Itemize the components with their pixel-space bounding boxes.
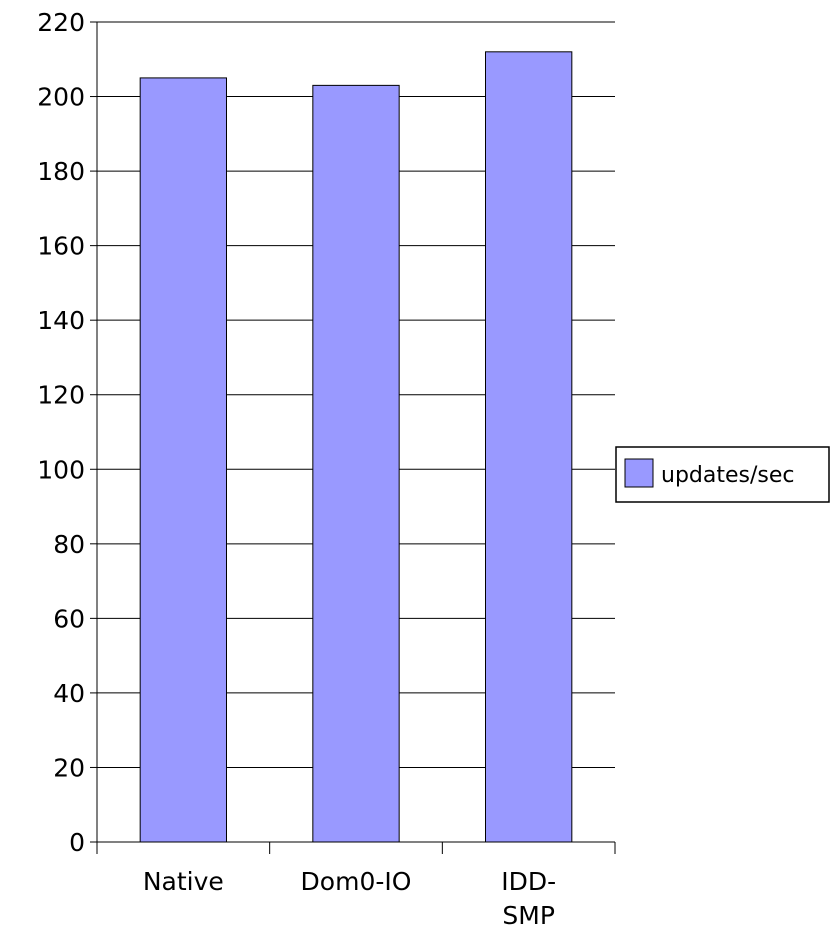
y-tick-label: 120	[37, 381, 85, 410]
legend-swatch	[624, 458, 654, 488]
x-tick-label: Dom0-IO	[301, 867, 412, 896]
axes	[90, 21, 616, 854]
y-tick-label: 40	[53, 679, 85, 708]
x-tick-label: IDD-SMP	[501, 867, 556, 930]
y-tick-label: 80	[53, 530, 85, 559]
y-tick-label: 160	[37, 232, 85, 261]
y-tick-labels: 0 20 40 60 80 100 120 140 160 180 200 220	[37, 8, 85, 857]
y-tick-label: 220	[37, 8, 85, 37]
y-tick-label: 0	[69, 828, 85, 857]
y-tick-label: 200	[37, 83, 85, 112]
x-tick-labels: Native Dom0-IO IDD-SMP	[143, 867, 556, 930]
bars	[139, 51, 573, 843]
bar	[139, 77, 228, 843]
bar	[485, 51, 573, 843]
y-tick-label: 100	[37, 455, 85, 484]
legend-label: updates/sec	[661, 463, 794, 488]
legend: updates/sec	[615, 446, 830, 503]
y-tick-label: 140	[37, 306, 85, 335]
y-tick-label: 60	[53, 604, 85, 633]
y-tick-label: 20	[53, 753, 85, 782]
bar	[312, 84, 400, 843]
x-tick-label: Native	[143, 867, 224, 896]
y-tick-label: 180	[37, 157, 85, 186]
